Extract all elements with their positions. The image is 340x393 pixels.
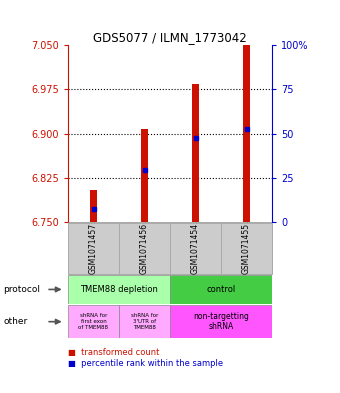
Text: shRNA for
first exon
of TMEM88: shRNA for first exon of TMEM88 [79,313,108,330]
Text: protocol: protocol [3,285,40,294]
Text: non-targetting
shRNA: non-targetting shRNA [193,312,249,331]
Bar [90,190,97,222]
Text: GSM1071455: GSM1071455 [242,223,251,274]
Bar [170,223,221,274]
Bar [68,275,170,304]
Bar [192,83,199,222]
Bar [119,223,170,274]
Title: GDS5077 / ILMN_1773042: GDS5077 / ILMN_1773042 [93,31,247,44]
Text: shRNA for
3'UTR of
TMEM88: shRNA for 3'UTR of TMEM88 [131,313,158,330]
Bar [68,305,119,338]
Text: ■  transformed count: ■ transformed count [68,349,159,357]
Text: other: other [3,317,28,326]
Text: ■  percentile rank within the sample: ■ percentile rank within the sample [68,360,223,368]
Bar [170,305,272,338]
Bar [141,129,148,222]
Text: control: control [206,285,236,294]
Bar [170,275,272,304]
Text: GSM1071456: GSM1071456 [140,223,149,274]
Bar [243,45,250,222]
Bar [119,305,170,338]
Bar [68,223,119,274]
Text: GSM1071454: GSM1071454 [191,223,200,274]
Text: TMEM88 depletion: TMEM88 depletion [80,285,158,294]
Text: GSM1071457: GSM1071457 [89,223,98,274]
Bar [221,223,272,274]
